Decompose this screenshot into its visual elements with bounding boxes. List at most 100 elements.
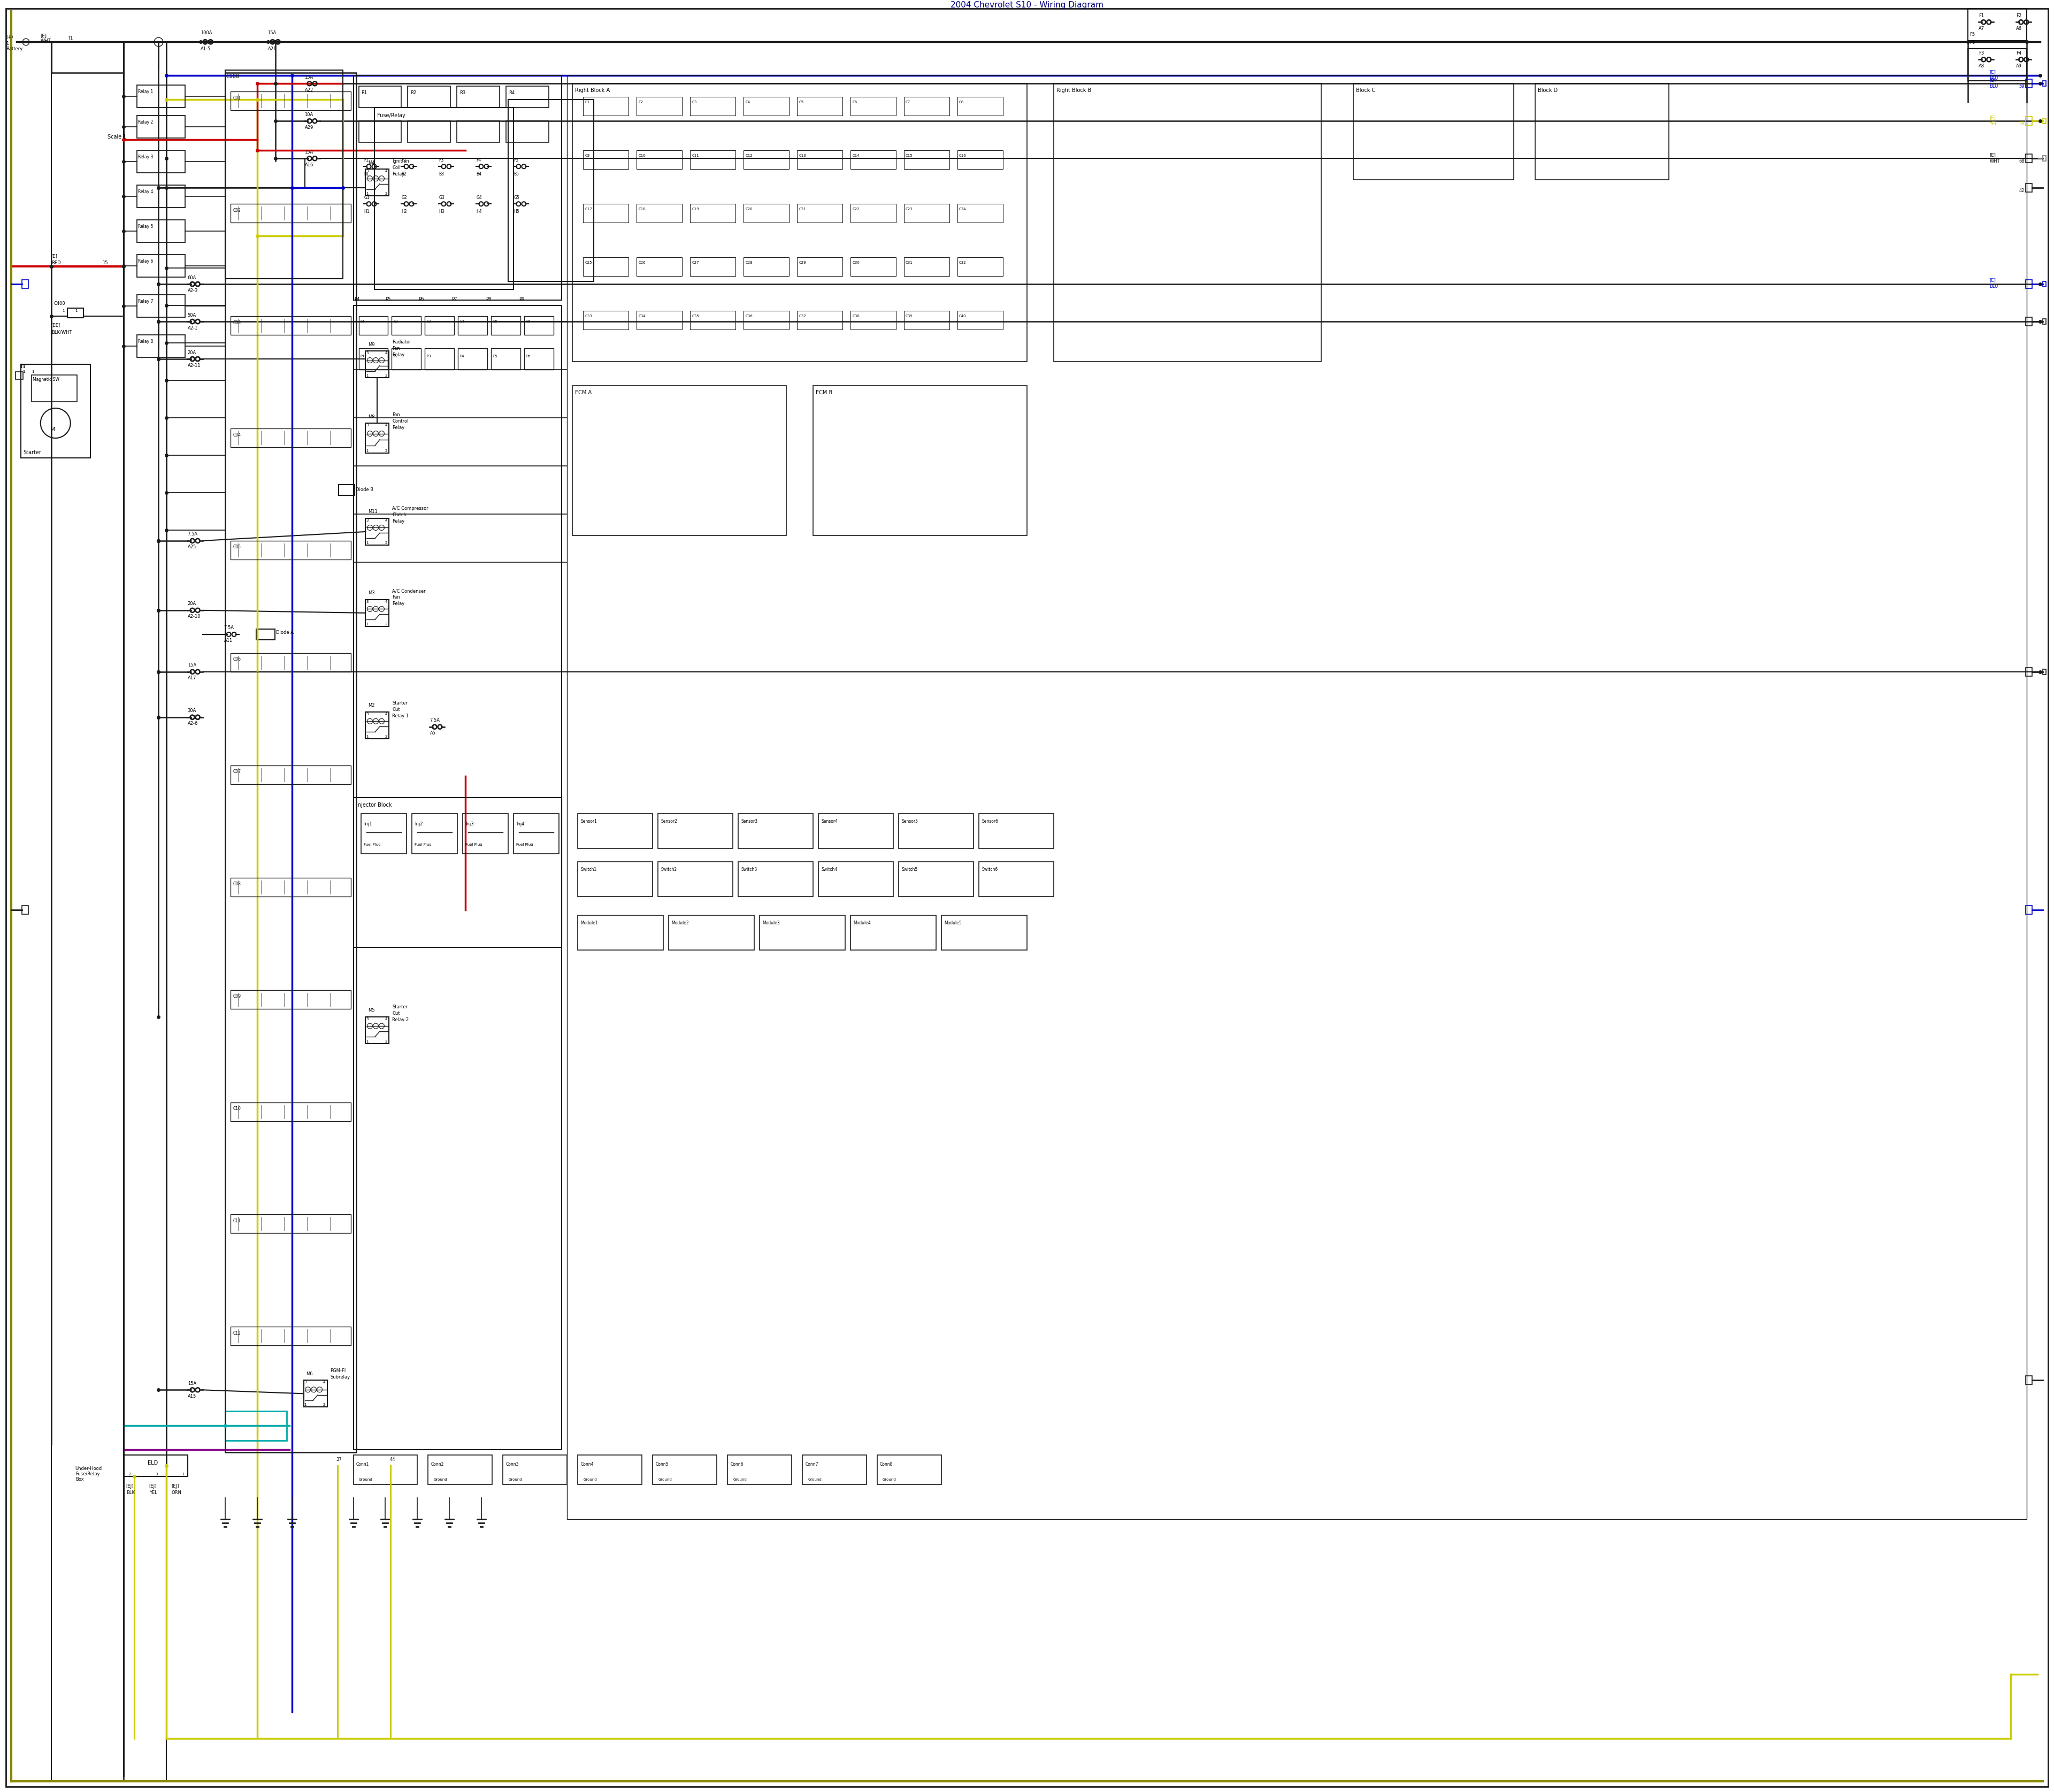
Bar [637,97,682,116]
Text: Module1: Module1 [581,921,598,925]
Text: 15A: 15A [304,151,314,154]
Text: 3: 3 [366,713,368,715]
Text: A2-3: A2-3 [187,289,197,292]
Text: [E]: [E] [41,32,47,38]
Text: B4: B4 [477,172,481,176]
Text: Under-Hood: Under-Hood [76,1466,103,1471]
Bar [366,518,388,545]
Text: 2: 2 [322,1403,325,1407]
Text: Ground: Ground [883,1478,896,1482]
Bar [957,258,1002,276]
Text: 2: 2 [384,1039,388,1043]
Text: C25: C25 [585,262,592,265]
Text: Diode B: Diode B [355,487,374,493]
Text: S3: S3 [427,321,431,323]
Bar [138,86,185,108]
Bar [366,168,388,195]
Bar [366,711,388,738]
Text: 4: 4 [384,170,388,172]
Text: Relay 2: Relay 2 [392,1018,409,1021]
Text: C18: C18 [639,208,645,211]
Text: 20A: 20A [187,349,197,355]
Text: B5: B5 [514,172,520,176]
Bar [813,385,1027,536]
Bar [23,905,29,914]
Text: 4: 4 [384,351,388,355]
Bar [900,814,974,848]
Text: Module4: Module4 [852,921,871,925]
Text: BLU: BLU [1990,283,1999,289]
Bar [31,375,76,401]
Text: 2: 2 [384,450,388,453]
Text: Starter: Starter [23,450,41,455]
Bar [491,315,520,335]
Text: C07: C07 [232,769,240,774]
Text: Control: Control [392,419,409,423]
Bar [230,989,351,1009]
Text: Relay 4: Relay 4 [138,190,152,194]
Text: G4: G4 [477,195,483,201]
Text: F6: F6 [1970,39,1976,45]
Bar [744,97,789,116]
Text: C4: C4 [746,100,750,104]
Text: C31: C31 [906,262,912,265]
Text: 2004 Chevrolet S10 - Wiring Diagram: 2004 Chevrolet S10 - Wiring Diagram [951,2,1103,9]
Text: 7.5A: 7.5A [187,532,197,538]
Bar [577,916,663,950]
Bar [138,296,185,317]
Text: 42: 42 [2019,188,2025,194]
Bar [573,385,787,536]
Bar [1054,84,1321,362]
Text: 1: 1 [76,310,78,312]
Bar [366,1016,388,1043]
Bar [2025,905,2031,914]
Text: Ignition: Ignition [392,159,409,163]
Text: 2: 2 [384,622,388,625]
Text: S1: S1 [359,321,366,323]
Text: C26: C26 [639,262,645,265]
Text: 4: 4 [384,520,388,521]
Bar [359,86,401,108]
Text: 4: 4 [384,713,388,715]
Bar [577,1455,643,1484]
Text: Ground: Ground [507,1478,522,1482]
Text: Ground: Ground [733,1478,748,1482]
Text: 2: 2 [384,735,388,738]
Bar [904,151,949,168]
Bar [230,652,351,672]
Bar [817,814,893,848]
Text: F4: F4 [2017,50,2021,56]
Text: Sensor2: Sensor2 [661,819,678,824]
Text: Radiator: Radiator [392,339,411,344]
Text: M11: M11 [368,509,378,514]
Bar [2025,1376,2031,1385]
Bar [573,84,1027,362]
Bar [2025,317,2031,326]
Text: Sensor4: Sensor4 [822,819,838,824]
Text: C37: C37 [799,315,805,317]
Bar [653,1455,717,1484]
Text: C14: C14 [852,154,859,158]
Text: 4: 4 [384,1018,388,1020]
Text: 1: 1 [366,450,368,453]
Text: P8: P8 [487,297,491,301]
Text: Switch6: Switch6 [982,867,998,873]
Bar [366,351,388,378]
Text: C34: C34 [639,315,645,317]
Text: P2: P2 [394,355,398,358]
Text: Right Block A: Right Block A [575,88,610,93]
Text: C5: C5 [799,100,803,104]
Text: Sensor5: Sensor5 [902,819,918,824]
Text: Magnetic SW: Magnetic SW [33,376,60,382]
Text: C32: C32 [959,262,965,265]
Text: F3: F3 [440,158,444,163]
Text: Relay 5: Relay 5 [138,224,152,229]
Text: Fuel Plug: Fuel Plug [415,842,431,846]
Bar [1354,84,1514,179]
Bar [2025,183,2031,192]
Bar [583,97,629,116]
Text: Starter: Starter [392,1005,409,1009]
Text: A11: A11 [224,638,232,643]
Text: C9: C9 [585,154,589,158]
Text: Relay: Relay [392,602,405,606]
